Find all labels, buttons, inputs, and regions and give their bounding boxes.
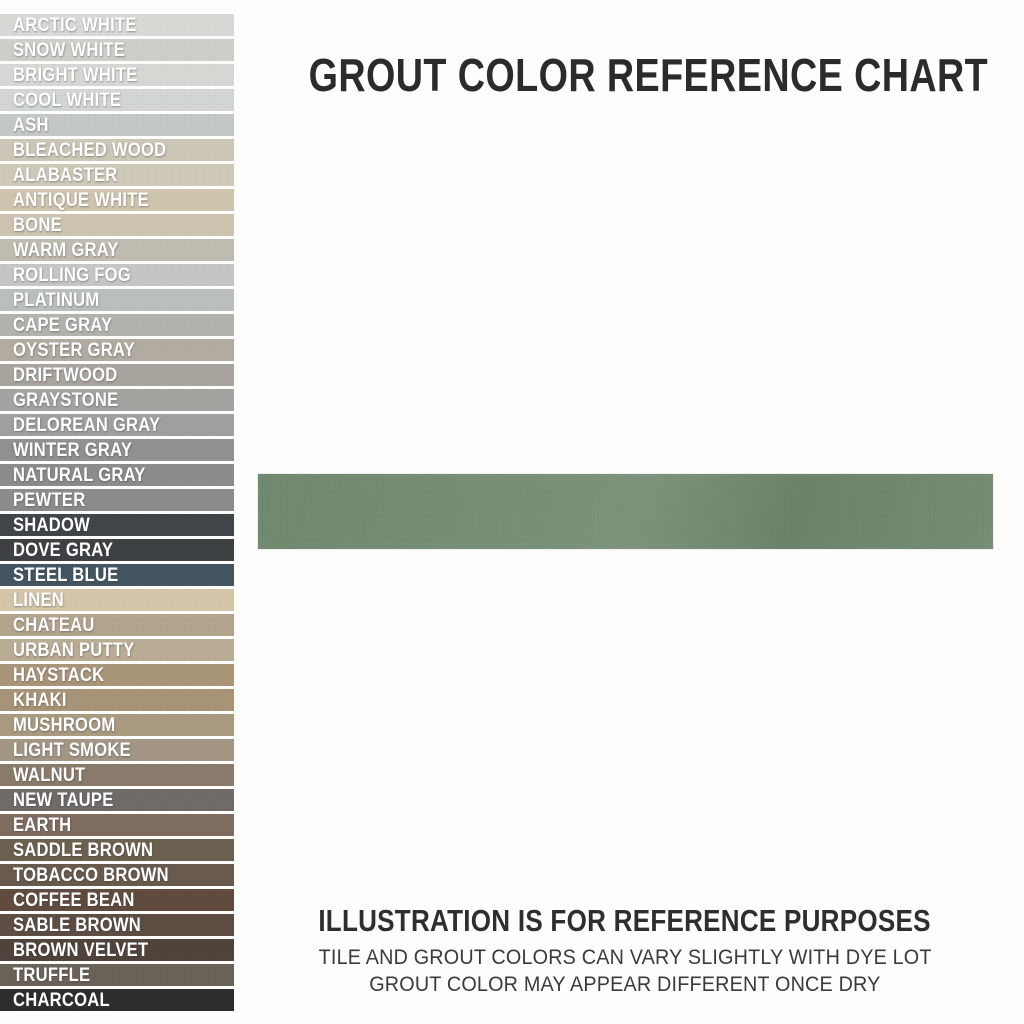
swatch-label: LIGHT SMOKE bbox=[13, 739, 131, 761]
swatch-row: GRAYSTONE bbox=[0, 389, 234, 411]
swatch-row: COFFEE BEAN bbox=[0, 889, 234, 911]
footer-heading: ILLUSTRATION IS FOR REFERENCE PURPOSES bbox=[318, 903, 932, 938]
swatch-row: EARTH bbox=[0, 814, 234, 836]
swatch-row: PEWTER bbox=[0, 489, 234, 511]
swatch-row: TOBACCO BROWN bbox=[0, 864, 234, 886]
swatch-label: HAYSTACK bbox=[13, 664, 105, 686]
swatch-label: ARCTIC WHITE bbox=[13, 14, 137, 36]
swatch-label: STEEL BLUE bbox=[13, 564, 119, 586]
swatch-row: OYSTER GRAY bbox=[0, 339, 234, 361]
swatch-row: WALNUT bbox=[0, 764, 234, 786]
swatch-row: DELOREAN GRAY bbox=[0, 414, 234, 436]
swatch-label: BONE bbox=[13, 214, 62, 236]
footer-disclaimer: ILLUSTRATION IS FOR REFERENCE PURPOSES T… bbox=[234, 903, 1016, 999]
page-title: GROUT COLOR REFERENCE CHART bbox=[234, 48, 1016, 102]
swatch-label: ASH bbox=[13, 114, 49, 136]
swatch-label: WARM GRAY bbox=[13, 239, 119, 261]
swatch-row: CHATEAU bbox=[0, 614, 234, 636]
swatch-row: NATURAL GRAY bbox=[0, 464, 234, 486]
swatch-label: CHARCOAL bbox=[13, 989, 110, 1011]
swatch-label: SHADOW bbox=[13, 514, 91, 536]
swatch-label: TOBACCO BROWN bbox=[13, 864, 169, 886]
swatch-label: TRUFFLE bbox=[13, 964, 91, 986]
swatch-label: SNOW WHITE bbox=[13, 39, 126, 61]
swatch-row: NEW TAUPE bbox=[0, 789, 234, 811]
swatch-row: ALABASTER bbox=[0, 164, 234, 186]
swatch-label: PLATINUM bbox=[13, 289, 100, 311]
swatch-row: CHARCOAL bbox=[0, 989, 234, 1011]
swatch-row: DRIFTWOOD bbox=[0, 364, 234, 386]
swatch-row: DOVE GRAY bbox=[0, 539, 234, 561]
swatch-row: BONE bbox=[0, 214, 234, 236]
swatch-label: BROWN VELVET bbox=[13, 939, 149, 961]
swatch-row: COOL WHITE bbox=[0, 89, 234, 111]
swatch-label: URBAN PUTTY bbox=[13, 639, 135, 661]
featured-grout-sample bbox=[258, 474, 993, 549]
swatch-row: SNOW WHITE bbox=[0, 39, 234, 61]
swatch-label: DELOREAN GRAY bbox=[13, 414, 161, 436]
swatch-label: PEWTER bbox=[13, 489, 86, 511]
swatch-label: MUSHROOM bbox=[13, 714, 116, 736]
swatch-row: SABLE BROWN bbox=[0, 914, 234, 936]
swatch-label: WALNUT bbox=[13, 764, 86, 786]
swatch-row: BLEACHED WOOD bbox=[0, 139, 234, 161]
swatch-label: DOVE GRAY bbox=[13, 539, 114, 561]
swatch-row: LINEN bbox=[0, 589, 234, 611]
swatch-label: CHATEAU bbox=[13, 614, 95, 636]
swatch-list: ARCTIC WHITE SNOW WHITE BRIGHT WHITE COOL W… bbox=[0, 14, 234, 1011]
swatch-label: SABLE BROWN bbox=[13, 914, 142, 936]
swatch-label: COFFEE BEAN bbox=[13, 889, 135, 911]
swatch-label: GRAYSTONE bbox=[13, 389, 119, 411]
swatch-label: DRIFTWOOD bbox=[13, 364, 118, 386]
swatch-row: TRUFFLE bbox=[0, 964, 234, 986]
swatch-label: COOL WHITE bbox=[13, 89, 122, 111]
swatch-row: CAPE GRAY bbox=[0, 314, 234, 336]
swatch-label: NEW TAUPE bbox=[13, 789, 114, 811]
swatch-row: URBAN PUTTY bbox=[0, 639, 234, 661]
swatch-row: ASH bbox=[0, 114, 234, 136]
footer-subtext: TILE AND GROUT COLORS CAN VARY SLIGHTLY … bbox=[234, 945, 1016, 999]
swatch-row: LIGHT SMOKE bbox=[0, 739, 234, 761]
swatch-label: CAPE GRAY bbox=[13, 314, 113, 336]
swatch-row: ANTIQUE WHITE bbox=[0, 189, 234, 211]
swatch-row: WINTER GRAY bbox=[0, 439, 234, 461]
swatch-label: OYSTER GRAY bbox=[13, 339, 135, 361]
swatch-row: BROWN VELVET bbox=[0, 939, 234, 961]
swatch-label: ALABASTER bbox=[13, 164, 118, 186]
swatch-row: ARCTIC WHITE bbox=[0, 14, 234, 36]
swatch-row: WARM GRAY bbox=[0, 239, 234, 261]
swatch-row: SHADOW bbox=[0, 514, 234, 536]
swatch-row: BRIGHT WHITE bbox=[0, 64, 234, 86]
swatch-row: SADDLE BROWN bbox=[0, 839, 234, 861]
swatch-row: ROLLING FOG bbox=[0, 264, 234, 286]
swatch-label: EARTH bbox=[13, 814, 72, 836]
swatch-row: STEEL BLUE bbox=[0, 564, 234, 586]
swatch-row: HAYSTACK bbox=[0, 664, 234, 686]
swatch-label: ROLLING FOG bbox=[13, 264, 131, 286]
swatch-label: NATURAL GRAY bbox=[13, 464, 146, 486]
swatch-row: PLATINUM bbox=[0, 289, 234, 311]
footer-line-2: GROUT COLOR MAY APPEAR DIFFERENT ONCE DR… bbox=[369, 972, 881, 996]
swatch-label: KHAKI bbox=[13, 689, 67, 711]
swatch-label: BLEACHED WOOD bbox=[13, 139, 167, 161]
page-title-text: GROUT COLOR REFERENCE CHART bbox=[308, 49, 989, 101]
swatch-row: KHAKI bbox=[0, 689, 234, 711]
swatch-row: MUSHROOM bbox=[0, 714, 234, 736]
swatch-label: WINTER GRAY bbox=[13, 439, 133, 461]
swatch-label: SADDLE BROWN bbox=[13, 839, 154, 861]
swatch-label: BRIGHT WHITE bbox=[13, 64, 138, 86]
swatch-label: ANTIQUE WHITE bbox=[13, 189, 149, 211]
swatch-label: LINEN bbox=[13, 589, 64, 611]
footer-line-1: TILE AND GROUT COLORS CAN VARY SLIGHTLY … bbox=[318, 945, 932, 969]
